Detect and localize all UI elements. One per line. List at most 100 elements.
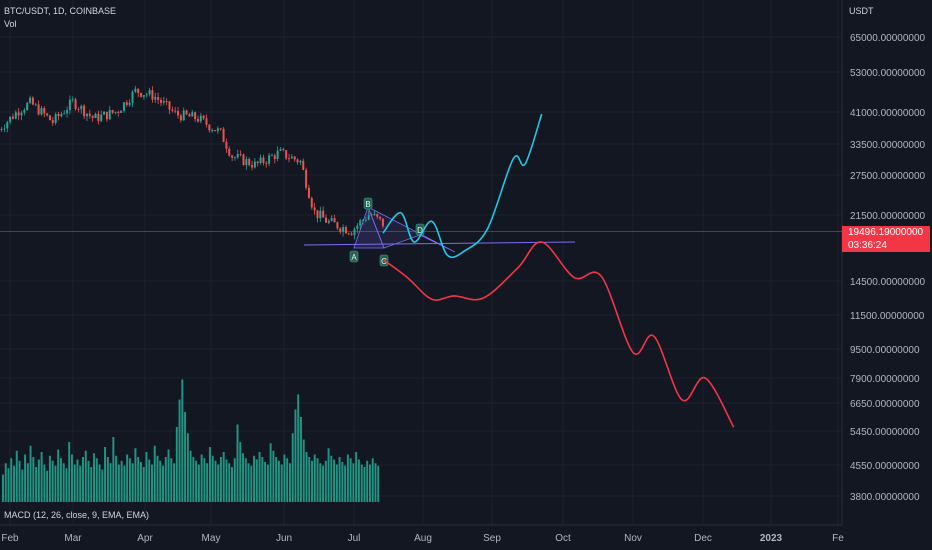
candle-76 (214, 130, 217, 132)
candle-97 (273, 153, 276, 164)
volume-bar-73 (203, 458, 206, 502)
volume-bar-38 (106, 457, 109, 502)
volume-bar-8 (24, 454, 27, 502)
candle-body-3 (6, 122, 9, 129)
volume-bar-112 (311, 460, 313, 502)
candle-body-75 (211, 130, 214, 131)
volume-bar-108 (299, 417, 302, 502)
candle-body-84 (236, 154, 239, 158)
volume-bar-18 (51, 460, 54, 502)
volume-bar-115 (319, 463, 322, 502)
candle-17 (46, 112, 49, 117)
candle-10 (26, 101, 29, 111)
price-tick-label-6: 14500.00000000 (850, 277, 926, 288)
volume-bar-55 (153, 445, 156, 502)
price-tick-label-7: 11500.00000000 (850, 311, 925, 322)
volume-bar-47 (131, 463, 134, 502)
volume-bar-129 (357, 459, 360, 502)
candle-body-20 (54, 114, 57, 123)
macd-label[interactable]: MACD (12, 26, close, 9, EMA, EMA) (4, 510, 150, 520)
price-tick-label-8: 9500.00000000 (850, 345, 920, 356)
candle-body-59 (165, 101, 168, 102)
candle-31 (85, 113, 88, 122)
candle-body-31 (85, 113, 88, 117)
candle-body-77 (216, 128, 219, 132)
candle-14 (37, 100, 40, 116)
candle-body-55 (154, 97, 157, 100)
candle-body-4 (9, 116, 12, 123)
symbol-title[interactable]: BTC/USDT, 1D, COINBASE (4, 6, 117, 16)
pattern-label-box-1 (363, 197, 373, 210)
candle-51 (142, 95, 145, 100)
volume-bar-91 (253, 455, 256, 502)
time-tick-label-7: Sep (483, 533, 501, 544)
volume-label[interactable]: Vol (4, 19, 17, 29)
candle-40 (111, 109, 114, 115)
candle-132 (373, 210, 376, 217)
candle-22 (60, 111, 63, 118)
candle-body-16 (43, 108, 46, 114)
volume-bar-88 (244, 458, 247, 502)
candle-87 (245, 156, 248, 170)
countdown-timer: 03:36:24 (842, 239, 930, 252)
candle-43 (120, 110, 123, 113)
price-axis[interactable]: 65000.00000000 53000.00000000 41000.000000… (850, 33, 926, 503)
volume-bar-71 (197, 464, 200, 502)
candle-body-42 (117, 111, 120, 113)
candle-body-27 (74, 99, 77, 110)
candle-117 (330, 215, 333, 222)
candle-body-69 (194, 112, 197, 120)
candle-128 (362, 218, 365, 225)
volume-bar-93 (258, 452, 261, 502)
volume-bar-11 (32, 457, 35, 502)
candle-body-63 (177, 111, 180, 116)
candle-134 (379, 216, 382, 221)
candle-body-39 (108, 110, 111, 120)
candle-body-48 (134, 88, 137, 92)
volume-bar-114 (316, 458, 319, 502)
candle-body-65 (182, 110, 185, 121)
candle-116 (327, 218, 330, 225)
volume-bar-113 (313, 454, 316, 502)
price-tick-label-1: 53000.00000000 (850, 68, 926, 79)
volume-bar-20 (57, 449, 60, 502)
candle-body-108 (305, 169, 308, 188)
candle-body-61 (171, 109, 174, 111)
volume-bar-40 (112, 437, 115, 502)
volume-bar-89 (247, 463, 250, 502)
time-axis[interactable]: Feb Mar Apr May Jun Jul Aug Sep Oct Nov Dec 2023 Fe (1, 533, 844, 544)
candle-35 (97, 110, 100, 125)
candle-11 (29, 95, 32, 104)
candle-114 (322, 206, 325, 218)
candle-body-81 (228, 148, 231, 156)
candle-108 (305, 167, 308, 190)
projection-bullish-line (382, 113, 543, 259)
candle-6 (14, 110, 17, 120)
candle-93 (262, 154, 265, 166)
candle-body-60 (168, 101, 171, 110)
candle-24 (66, 106, 69, 118)
candle-18 (48, 115, 51, 121)
volume-bar-106 (294, 409, 297, 502)
candle-body-129 (364, 219, 367, 221)
candle-body-90 (253, 161, 256, 168)
pattern-label-0: A (351, 253, 357, 262)
candle-body-66 (185, 110, 188, 115)
candle-49 (137, 88, 140, 98)
candle-body-14 (37, 104, 40, 115)
candle-body-121 (342, 227, 345, 232)
volume-bar-96 (266, 464, 269, 502)
volume-bar-128 (355, 452, 358, 502)
volume-bar-133 (368, 464, 371, 502)
volume-bar-0 (2, 474, 4, 502)
volume-bar-75 (208, 447, 211, 502)
candle-body-80 (225, 142, 228, 149)
pattern-neckline (303, 241, 576, 246)
candle-body-130 (367, 214, 370, 220)
candle-104 (293, 155, 296, 162)
volume-bar-124 (344, 465, 347, 502)
candle-133 (376, 213, 379, 220)
candle-body-113 (319, 210, 322, 219)
candle-body-88 (248, 159, 251, 166)
